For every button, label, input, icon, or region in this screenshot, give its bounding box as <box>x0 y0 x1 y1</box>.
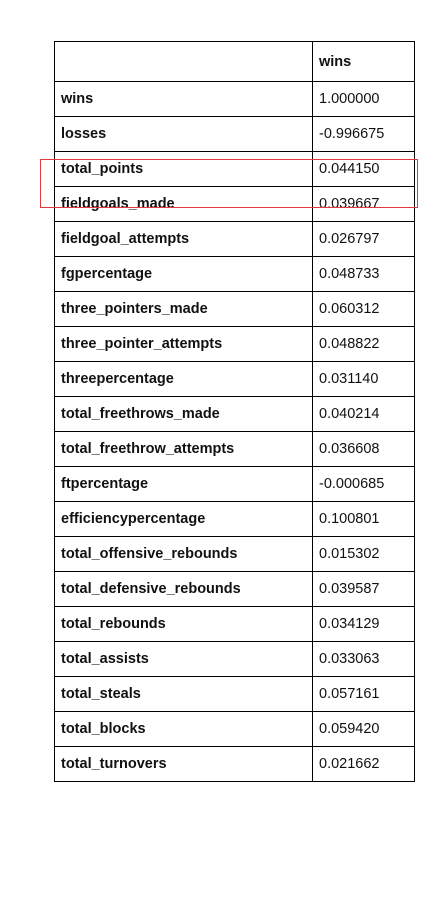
table-row: total_assists 0.033063 <box>54 641 415 677</box>
table-row: losses -0.996675 <box>54 116 415 152</box>
row-value: 1.000000 <box>312 81 415 117</box>
row-label: total_steals <box>54 676 313 712</box>
table-row: total_defensive_rebounds 0.039587 <box>54 571 415 607</box>
row-label: total_turnovers <box>54 746 313 782</box>
row-label: total_points <box>54 151 313 187</box>
header-row: wins <box>54 41 415 82</box>
row-value: 0.033063 <box>312 641 415 677</box>
table-row: total_turnovers 0.021662 <box>54 746 415 782</box>
row-value: 0.021662 <box>312 746 415 782</box>
row-value: 0.100801 <box>312 501 415 537</box>
column-header-wins: wins <box>312 41 415 82</box>
row-value: 0.040214 <box>312 396 415 432</box>
table-row: total_blocks 0.059420 <box>54 711 415 747</box>
row-value: 0.059420 <box>312 711 415 747</box>
row-value: 0.060312 <box>312 291 415 327</box>
row-label: three_pointers_made <box>54 291 313 327</box>
correlation-table: wins wins 1.000000 losses -0.996675 tota… <box>54 41 415 782</box>
row-label: fieldgoals_made <box>54 186 313 222</box>
table-row: total_steals 0.057161 <box>54 676 415 712</box>
row-value: -0.000685 <box>312 466 415 502</box>
row-label: losses <box>54 116 313 152</box>
row-label: wins <box>54 81 313 117</box>
row-label: fgpercentage <box>54 256 313 292</box>
row-value: 0.026797 <box>312 221 415 257</box>
row-value: 0.034129 <box>312 606 415 642</box>
row-label: three_pointer_attempts <box>54 326 313 362</box>
table-row: total_offensive_rebounds 0.015302 <box>54 536 415 572</box>
row-label: fieldgoal_attempts <box>54 221 313 257</box>
table-row: total_freethrow_attempts 0.036608 <box>54 431 415 467</box>
row-label: total_blocks <box>54 711 313 747</box>
row-value: -0.996675 <box>312 116 415 152</box>
row-value: 0.039587 <box>312 571 415 607</box>
row-value: 0.031140 <box>312 361 415 397</box>
row-value: 0.036608 <box>312 431 415 467</box>
table-row: three_pointers_made 0.060312 <box>54 291 415 327</box>
row-value: 0.015302 <box>312 536 415 572</box>
table-row: ftpercentage -0.000685 <box>54 466 415 502</box>
row-label: efficiencypercentage <box>54 501 313 537</box>
corner-cell <box>54 41 313 82</box>
row-label: threepercentage <box>54 361 313 397</box>
row-value: 0.044150 <box>312 151 415 187</box>
row-label: total_defensive_rebounds <box>54 571 313 607</box>
table-row: wins 1.000000 <box>54 81 415 117</box>
row-label: total_freethrows_made <box>54 396 313 432</box>
row-value: 0.057161 <box>312 676 415 712</box>
table-row: total_rebounds 0.034129 <box>54 606 415 642</box>
row-value: 0.039667 <box>312 186 415 222</box>
row-value: 0.048733 <box>312 256 415 292</box>
table-row: efficiencypercentage 0.100801 <box>54 501 415 537</box>
table-row: total_freethrows_made 0.040214 <box>54 396 415 432</box>
row-label: ftpercentage <box>54 466 313 502</box>
row-label: total_offensive_rebounds <box>54 536 313 572</box>
row-label: total_rebounds <box>54 606 313 642</box>
row-label: total_assists <box>54 641 313 677</box>
row-value: 0.048822 <box>312 326 415 362</box>
table-row: fieldgoals_made 0.039667 <box>54 186 415 222</box>
table-row-highlighted: total_points 0.044150 <box>54 151 415 187</box>
table-row: threepercentage 0.031140 <box>54 361 415 397</box>
row-label: total_freethrow_attempts <box>54 431 313 467</box>
table-row: three_pointer_attempts 0.048822 <box>54 326 415 362</box>
table-row: fgpercentage 0.048733 <box>54 256 415 292</box>
table-row: fieldgoal_attempts 0.026797 <box>54 221 415 257</box>
